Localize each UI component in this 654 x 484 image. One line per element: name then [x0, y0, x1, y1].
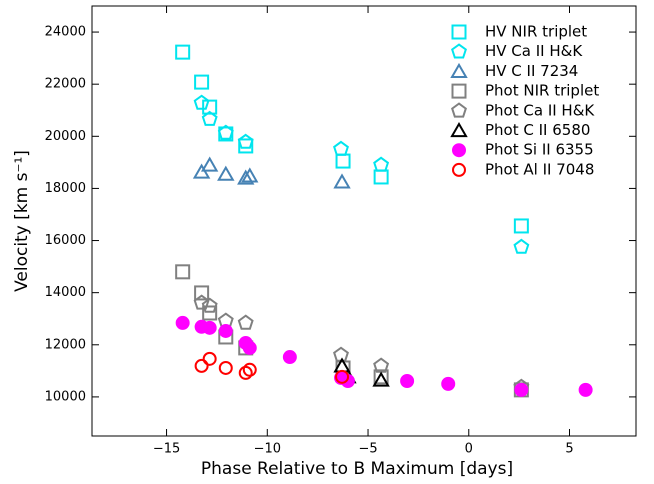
legend-label: Phot Ca II H&K: [485, 101, 595, 119]
legend-marker: [450, 122, 468, 138]
x-tick-label: −5: [358, 442, 377, 457]
data-point: [372, 371, 390, 387]
data-point: [333, 140, 349, 156]
data-point: [200, 156, 219, 172]
legend-marker: [451, 102, 467, 118]
data-point: [237, 133, 254, 149]
data-point: [333, 346, 349, 362]
y-tick-label: 20000: [45, 129, 86, 144]
x-tick-label: −15: [153, 442, 180, 457]
data-point: [282, 350, 297, 365]
data-point: [193, 94, 210, 110]
legend-label: HV Ca II H&K: [485, 42, 583, 60]
data-point: [238, 365, 253, 380]
data-point: [194, 358, 209, 373]
data-point: [237, 169, 255, 185]
data-point: [242, 362, 257, 377]
legend-label: Phot C II 6580: [485, 121, 590, 139]
y-tick-label: 14000: [45, 285, 86, 300]
y-tick-label: 18000: [45, 181, 86, 196]
legend-marker: [451, 43, 467, 59]
legend-label: Phot Al II 7048: [485, 160, 594, 178]
data-point: [513, 238, 530, 254]
data-point: [218, 360, 233, 375]
data-point: [242, 340, 257, 355]
data-point: [202, 99, 218, 115]
data-point: [238, 138, 254, 154]
data-point: [217, 165, 235, 181]
data-point: [441, 376, 456, 391]
legend-label: HV NIR triplet: [485, 23, 587, 41]
y-tick-label: 12000: [45, 337, 86, 352]
legend-label: Phot Si II 6355: [485, 141, 594, 159]
data-point: [241, 167, 259, 183]
legend-label: HV C II 7234: [485, 62, 578, 80]
plot-frame: [91, 5, 637, 437]
x-tick-label: 5: [565, 442, 573, 457]
data-point: [175, 44, 191, 60]
data-point: [335, 369, 350, 384]
legend-marker: [451, 24, 467, 40]
data-point: [335, 153, 351, 169]
data-point: [201, 297, 218, 313]
data-point: [175, 315, 190, 330]
data-point: [201, 110, 218, 126]
y-axis-label: Velocity [km s⁻¹]: [12, 150, 32, 292]
data-point: [202, 320, 217, 335]
data-point: [202, 351, 217, 366]
data-point: [513, 218, 529, 234]
data-point: [400, 374, 415, 389]
data-point: [333, 173, 351, 189]
y-tick-label: 10000: [45, 389, 86, 404]
legend-marker: [452, 143, 466, 158]
data-point: [202, 305, 218, 321]
x-tick-label: 0: [465, 442, 473, 457]
y-tick-label: 22000: [45, 77, 86, 92]
data-point: [194, 285, 210, 301]
data-point: [514, 382, 529, 397]
data-point: [237, 314, 254, 330]
legend-label: Phot NIR triplet: [485, 82, 599, 100]
data-point: [175, 264, 191, 280]
legend-marker: [451, 83, 467, 99]
data-point: [194, 74, 210, 90]
x-tick-label: −10: [254, 442, 281, 457]
data-point: [373, 156, 390, 172]
y-tick-label: 24000: [45, 25, 86, 40]
data-point: [373, 169, 389, 185]
legend-marker: [452, 162, 466, 177]
legend-marker: [450, 62, 468, 78]
y-tick-label: 16000: [45, 233, 86, 248]
x-axis-label: Phase Relative to B Maximum [days]: [201, 459, 513, 479]
data-point: [578, 382, 593, 397]
data-point: [218, 323, 233, 338]
data-point: [373, 369, 389, 385]
data-point: [217, 124, 234, 140]
